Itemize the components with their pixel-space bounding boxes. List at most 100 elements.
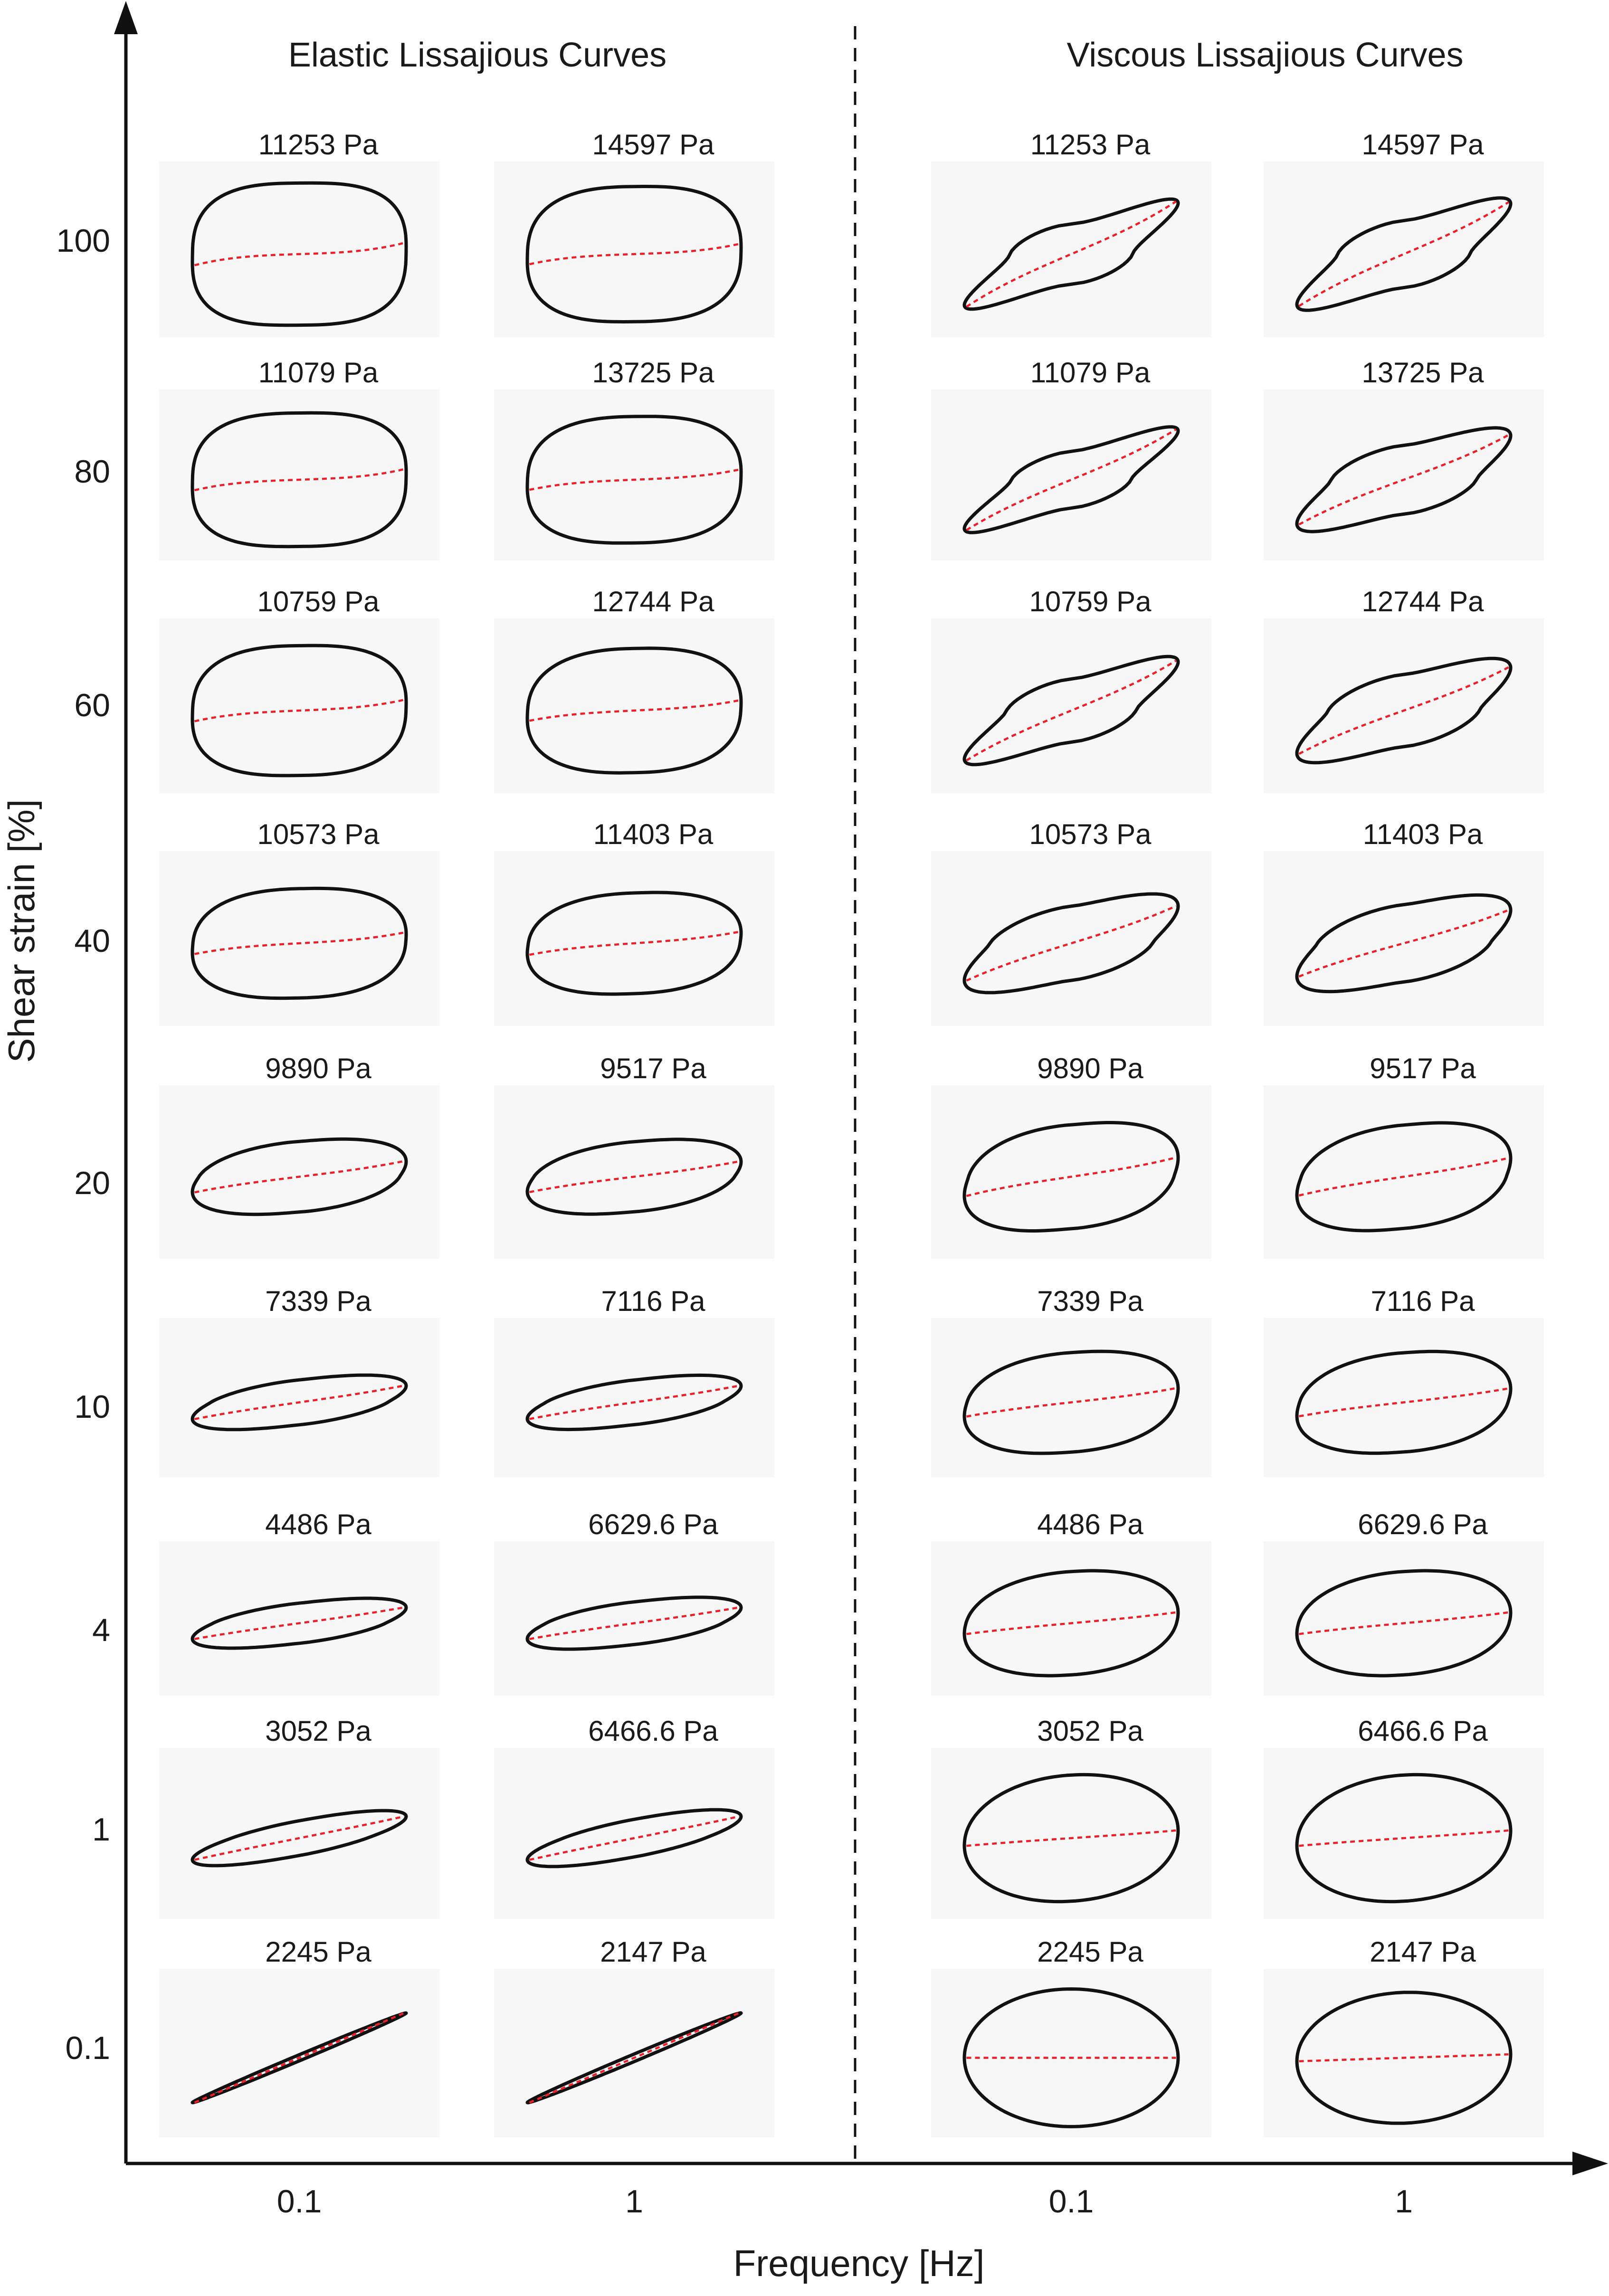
modulus-label: 10759 Pa [1029, 586, 1152, 617]
lissajous-loop [190, 2011, 408, 2105]
panel-background [931, 618, 1211, 793]
lissajous-loop [1295, 1349, 1513, 1455]
y-axis-label: Shear strain [%] [0, 799, 42, 1063]
modulus-label: 9517 Pa [600, 1053, 706, 1084]
panel-background [1264, 851, 1544, 1026]
lissajous-loop [1295, 426, 1513, 533]
midline-curve [1299, 1611, 1509, 1635]
midline-curve [529, 1160, 739, 1194]
panel-background [1264, 1085, 1544, 1259]
lissajous-loop [1295, 1121, 1513, 1233]
lissajous-loop [962, 1121, 1180, 1233]
midline-curve [966, 905, 1177, 982]
modulus-label: 11079 Pa [258, 357, 379, 389]
lissajous-loop [962, 1987, 1180, 2128]
midline-curve [529, 930, 739, 956]
lissajous-loop [525, 891, 743, 996]
y-tick-100: 100 [57, 223, 110, 259]
panel-background [494, 1748, 774, 1919]
midline-curve [529, 699, 739, 722]
modulus-label: 13725 Pa [1362, 357, 1485, 389]
panel-background [159, 161, 439, 337]
panel-background [931, 1541, 1211, 1696]
x-tick-viscous-0-1: 0.1 [1049, 2183, 1094, 2220]
lissajous-loop [1295, 1991, 1513, 2125]
midline-curve [529, 1385, 739, 1420]
panel-background [1264, 1969, 1544, 2137]
modulus-label: 7116 Pa [601, 1285, 705, 1317]
midline-curve [1298, 1157, 1509, 1197]
lissajous-loop [525, 185, 743, 323]
modulus-label: 3052 Pa [1037, 1715, 1143, 1747]
y-tick-4: 4 [92, 1612, 110, 1648]
panel-background [1264, 389, 1544, 560]
lissajous-loop [962, 1773, 1180, 1904]
y-tick-20: 20 [74, 1165, 110, 1201]
modulus-label: 12744 Pa [592, 586, 715, 617]
modulus-label: 2147 Pa [1370, 1936, 1476, 1968]
x-axis-arrow [1572, 2152, 1608, 2175]
midline-curve [194, 242, 405, 266]
lissajous-loop [1295, 893, 1513, 994]
midline-curve [966, 1387, 1176, 1418]
elastic-title: Elastic Lissajious Curves [288, 36, 666, 74]
lissajous-loop [190, 644, 408, 778]
midline-curve [194, 1384, 404, 1421]
panel-background [931, 1085, 1211, 1259]
panel-background [494, 161, 774, 337]
lissajous-loop [525, 2011, 743, 2105]
lissajous-loop [962, 197, 1180, 311]
lissajous-loop [525, 415, 743, 545]
modulus-label: 11253 Pa [1030, 129, 1151, 161]
panel-background [1264, 161, 1544, 337]
lissajous-loop [525, 1808, 743, 1869]
midline-curve [194, 1160, 404, 1194]
modulus-label: 14597 Pa [592, 129, 715, 161]
y-tick-40: 40 [74, 923, 110, 959]
midline-curve [1298, 909, 1509, 978]
panel-background [159, 1748, 439, 1919]
panel-background [159, 618, 439, 793]
midline-curve [966, 660, 1177, 761]
panel-background [159, 389, 439, 560]
modulus-label: 11403 Pa [593, 818, 714, 850]
panel-background [494, 618, 774, 793]
lissajous-loop [1295, 196, 1513, 312]
modulus-label: 9890 Pa [265, 1053, 371, 1084]
lissajous-loop [962, 1569, 1180, 1678]
midline-curve [529, 1606, 739, 1641]
midline-curve [1299, 1829, 1509, 1847]
lissajous-loop [525, 1373, 743, 1432]
midline-curve [529, 468, 739, 491]
midline-curve [529, 243, 739, 266]
midline-curve [194, 2012, 405, 2104]
midline-curve [194, 1815, 404, 1861]
midline-curve [194, 931, 404, 955]
x-axis-label: Frequency [Hz] [733, 2242, 985, 2284]
midline-curve [194, 1606, 404, 1641]
panel-background [931, 851, 1211, 1026]
lissajous-loop [1295, 656, 1513, 765]
modulus-label: 7339 Pa [1037, 1285, 1143, 1317]
modulus-label: 4486 Pa [265, 1509, 371, 1540]
lissajous-loop [525, 1595, 743, 1651]
modulus-label: 2245 Pa [265, 1936, 371, 1968]
lissajous-loop [190, 1596, 408, 1650]
panel-background [931, 161, 1211, 337]
modulus-label: 2245 Pa [1037, 1936, 1143, 1968]
modulus-label: 6466.6 Pa [588, 1715, 718, 1747]
lissajous-loop [190, 1809, 408, 1868]
midline-curve [1298, 434, 1509, 526]
y-tick-80: 80 [74, 454, 110, 490]
panel-grid: 11253 Pa 11079 Pa 10759 Pa 10573 Pa 9890 Pa 7… [159, 129, 1544, 2137]
y-tick-60: 60 [74, 687, 110, 723]
modulus-label: 11403 Pa [1363, 818, 1483, 850]
lissajous-loop [962, 425, 1180, 534]
lissajous-loop [962, 892, 1180, 995]
viscous-title: Viscous Lissajious Curves [1066, 36, 1463, 74]
panel-background [1264, 618, 1544, 793]
modulus-label: 10573 Pa [1029, 818, 1152, 850]
modulus-label: 4486 Pa [1037, 1509, 1143, 1540]
x-tick-elastic-1: 1 [625, 2183, 643, 2220]
